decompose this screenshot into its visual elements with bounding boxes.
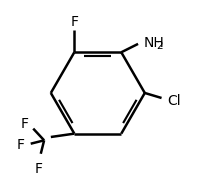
- Text: 2: 2: [156, 41, 163, 51]
- Text: F: F: [20, 117, 28, 131]
- Text: F: F: [70, 15, 78, 29]
- Text: F: F: [17, 138, 25, 152]
- Text: NH: NH: [144, 36, 165, 50]
- Text: Cl: Cl: [167, 94, 181, 108]
- Text: F: F: [35, 162, 43, 176]
